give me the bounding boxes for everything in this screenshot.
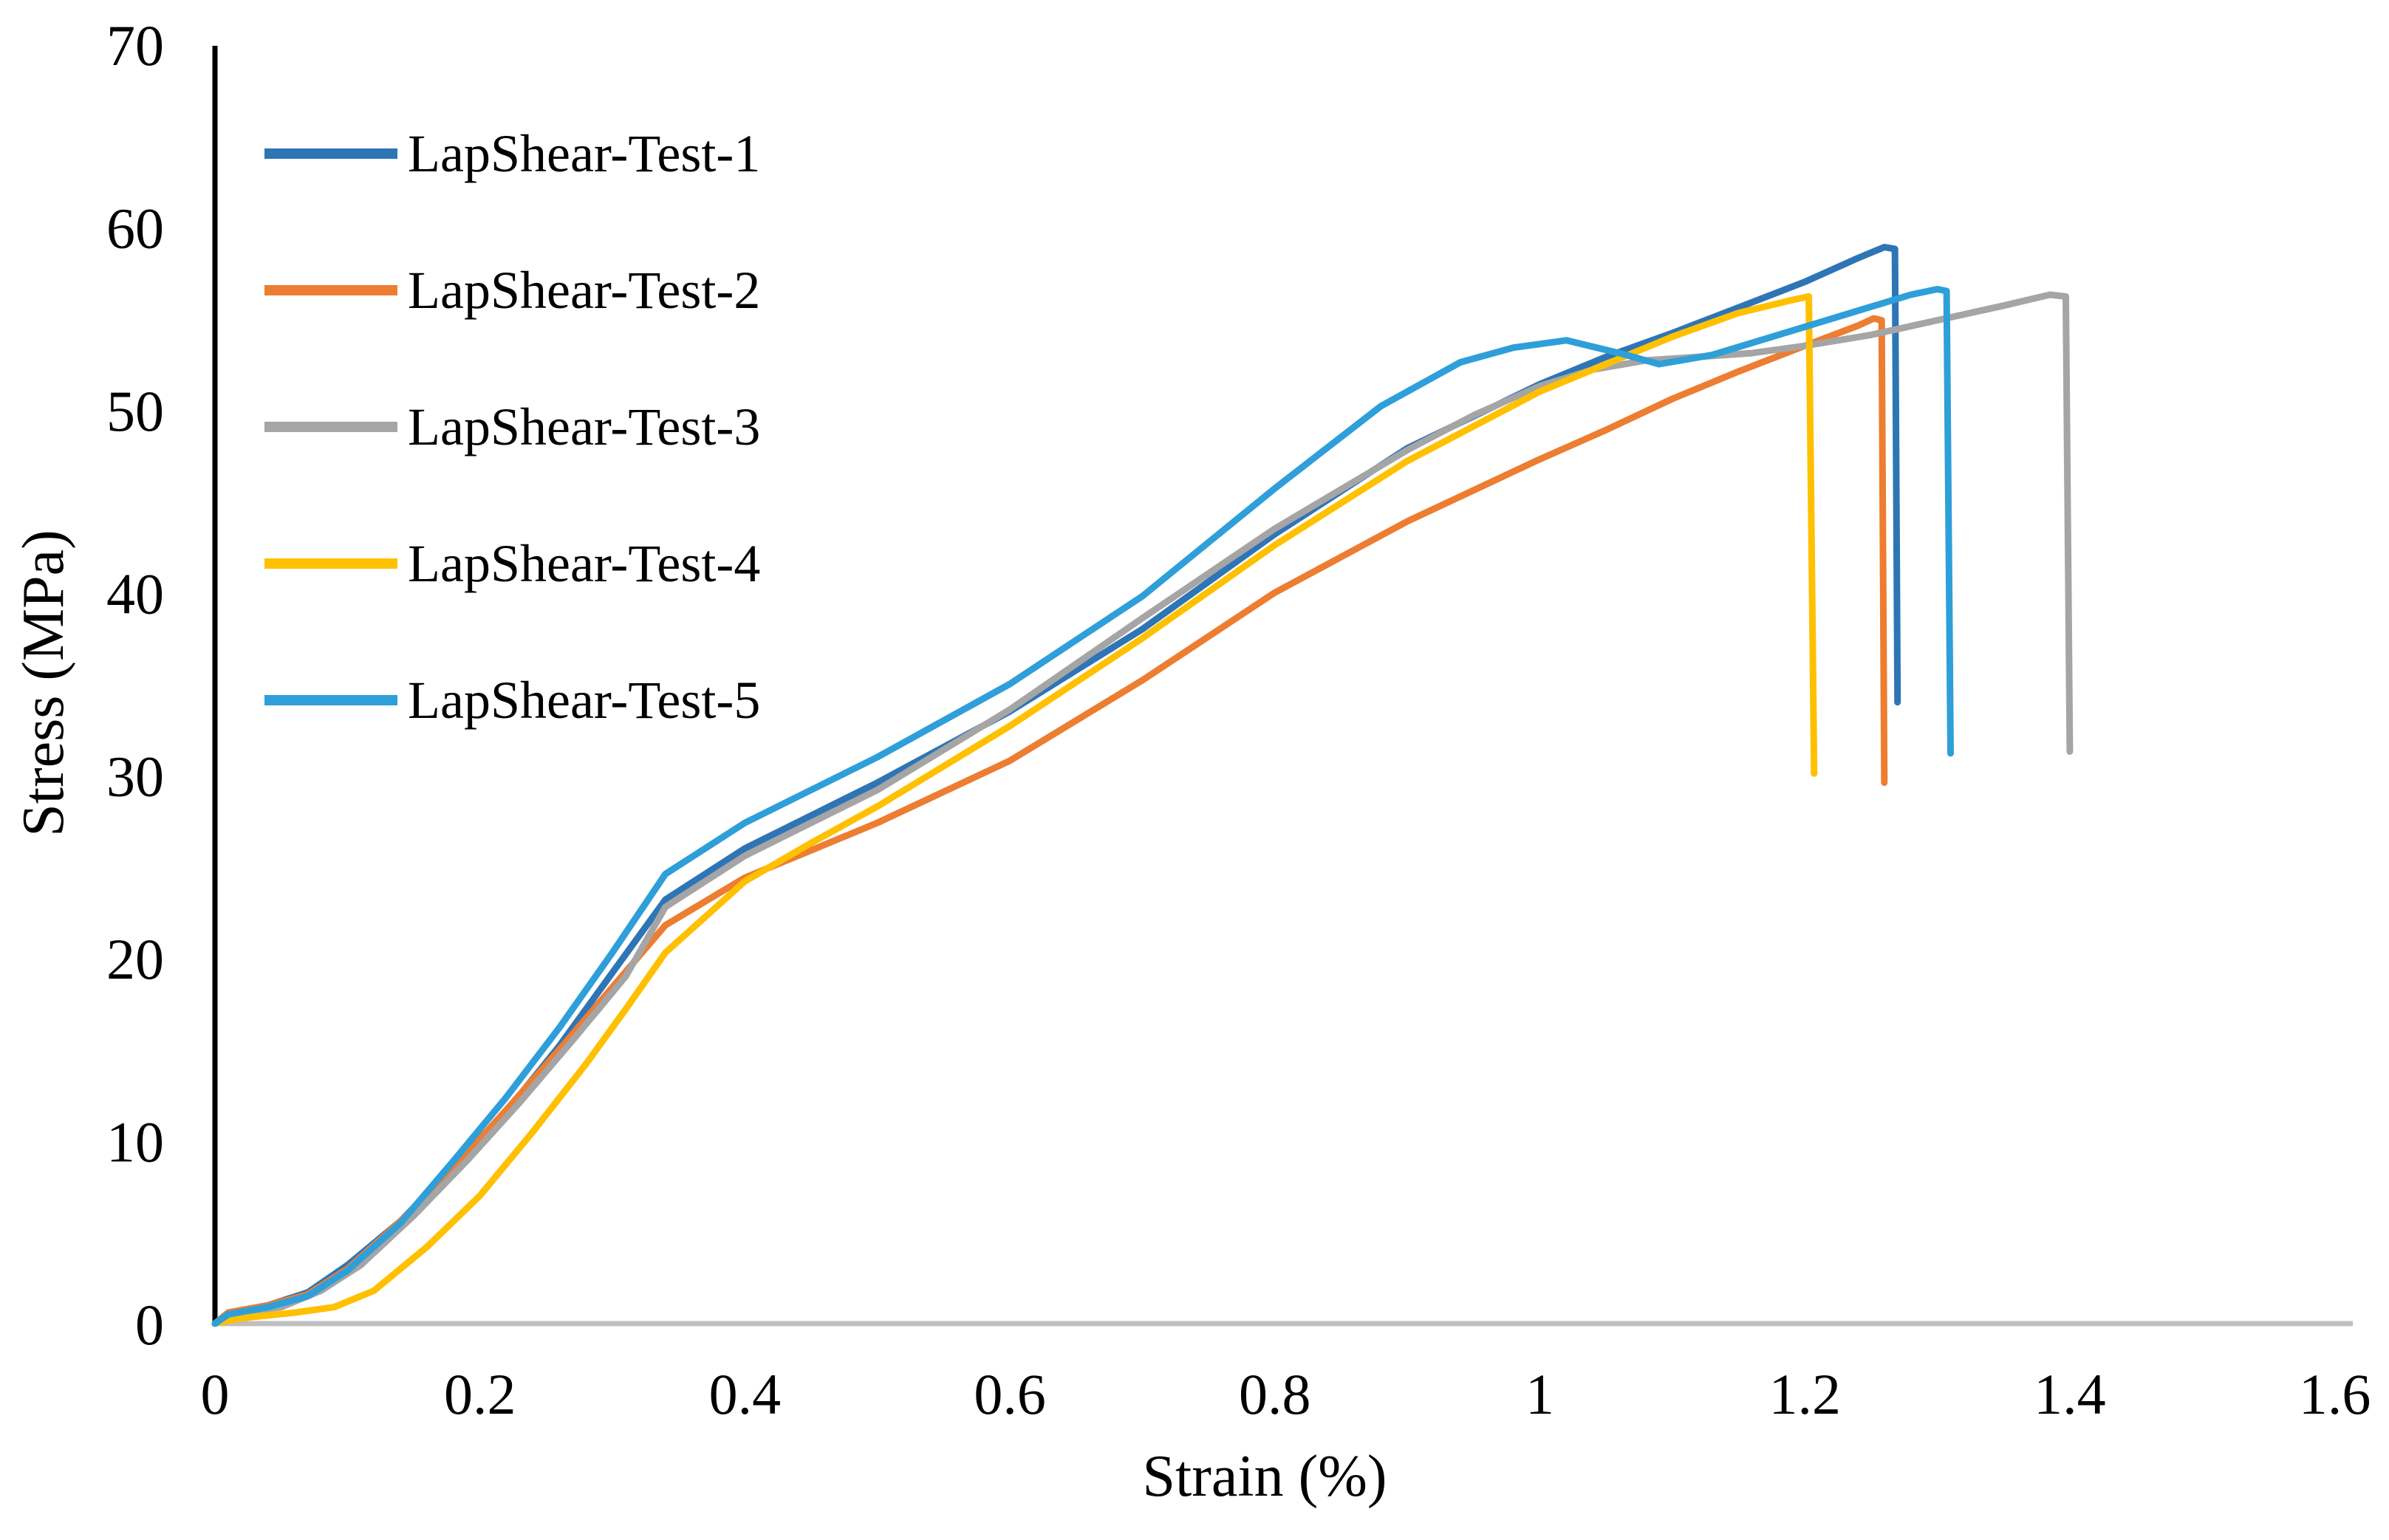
- series-line-lapshear-test-2: [211, 315, 1888, 1327]
- x-tick-label: 1.2: [1768, 1362, 1841, 1426]
- x-tick-label: 1.6: [2299, 1362, 2371, 1426]
- x-tick-label: 0.8: [1239, 1362, 1311, 1426]
- y-tick-label: 20: [106, 927, 164, 991]
- y-tick-label: 60: [106, 196, 164, 260]
- legend-layer: LapShear-Test-1 LapShear-Test-2 LapShear-T…: [264, 124, 760, 730]
- axes-layer: 0 10 20 30 40 50 60 70 0 0.2 0.4 0.6 0.8 1 1.2 1.4 1.6: [106, 13, 2371, 1426]
- y-tick-label: 0: [135, 1293, 164, 1357]
- legend-label: LapShear-Test-1: [408, 124, 760, 183]
- x-tick-label: 0: [201, 1362, 230, 1426]
- legend-item: LapShear-Test-2: [264, 261, 760, 320]
- y-tick-label: 40: [106, 561, 164, 626]
- series-line-lapshear-test-5: [211, 286, 1954, 1327]
- x-tick-label: 1.4: [2034, 1362, 2106, 1426]
- x-tick-label: 1: [1525, 1362, 1554, 1426]
- legend-label: LapShear-Test-2: [408, 261, 760, 320]
- y-tick-label: 50: [106, 379, 164, 443]
- x-tick-label: 0.2: [444, 1362, 516, 1426]
- y-tick-label: 70: [106, 13, 164, 78]
- x-axis-title: Strain (%): [1142, 1444, 1387, 1509]
- legend-label: LapShear-Test-4: [408, 534, 760, 593]
- y-tick-label: 30: [106, 745, 164, 809]
- legend-item: LapShear-Test-1: [264, 124, 760, 183]
- legend-label: LapShear-Test-5: [408, 671, 760, 730]
- series-line-lapshear-test-3: [211, 291, 2074, 1327]
- x-tick-label: 0.4: [709, 1362, 782, 1426]
- y-axis-title: Stress (MPa): [11, 530, 76, 837]
- legend-label: LapShear-Test-3: [408, 397, 760, 456]
- series-line-lapshear-test-4: [211, 292, 1818, 1327]
- legend-item: LapShear-Test-4: [264, 534, 760, 593]
- legend-item: LapShear-Test-5: [264, 671, 760, 730]
- legend-item: LapShear-Test-3: [264, 397, 760, 456]
- series-layer: [211, 244, 2074, 1327]
- y-tick-label: 10: [106, 1110, 164, 1174]
- x-tick-label: 0.6: [974, 1362, 1046, 1426]
